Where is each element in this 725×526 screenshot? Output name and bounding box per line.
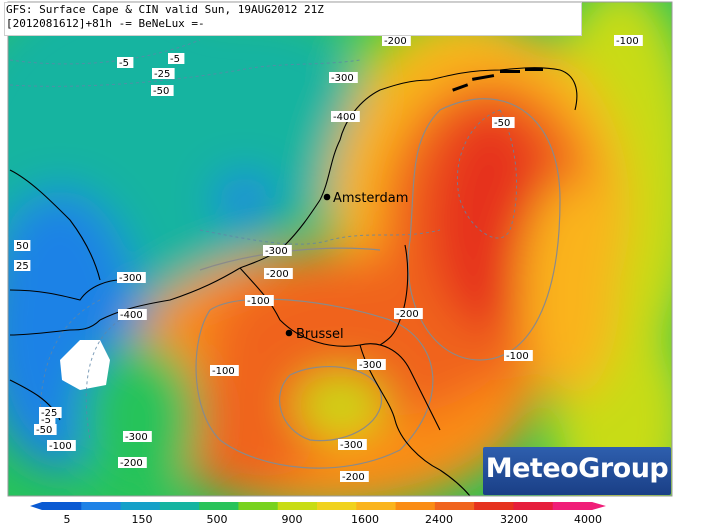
legend-tick-label: 500 [207, 513, 228, 526]
color-legend: 5 150 500 900 1600 2400 3200 4000 [30, 502, 606, 526]
legend-swatch [474, 502, 514, 510]
svg-text:-200: -200 [266, 269, 289, 280]
cin-contours [9, 39, 518, 441]
svg-text:-50: -50 [494, 118, 510, 129]
legend-tick-label: 3200 [500, 513, 528, 526]
legend-tick-label: 900 [282, 513, 303, 526]
svg-text:50: 50 [16, 241, 29, 252]
legend-swatch [356, 502, 397, 510]
legend-tick-label: 2400 [425, 513, 453, 526]
city-markers: Amsterdam Brussel [285, 191, 408, 342]
contour-label: -5 [168, 53, 185, 65]
contour-label: 25 [14, 260, 31, 272]
legend-tick-label: 150 [132, 513, 153, 526]
legend-swatch [42, 502, 82, 510]
contour-label: -5 [39, 414, 56, 426]
svg-text:-300: -300 [359, 360, 382, 371]
svg-text:-25: -25 [154, 69, 170, 80]
contour-label: -400 [118, 309, 147, 321]
city-amsterdam-label: Amsterdam [333, 191, 408, 206]
svg-text:-300: -300 [331, 73, 354, 84]
contour-label: -300 [357, 359, 386, 371]
legend-right-arrow [592, 502, 606, 510]
map-title: GFS: Surface Cape & CIN valid Sun, 19AUG… [6, 3, 324, 16]
svg-text:-300: -300 [265, 246, 288, 257]
contour-label: -50 [492, 117, 515, 129]
svg-text:-100: -100 [49, 441, 72, 452]
contour-label: -100 [245, 295, 274, 307]
contour-label: -200 [264, 268, 293, 280]
svg-text:-100: -100 [616, 36, 639, 47]
contour-label: -300 [117, 272, 146, 284]
svg-text:-100: -100 [247, 296, 270, 307]
svg-text:-300: -300 [119, 273, 142, 284]
contour-label: -100 [47, 440, 76, 452]
legend-swatch [317, 502, 357, 510]
contour-label: -200 [394, 308, 423, 320]
svg-text:-200: -200 [120, 458, 143, 469]
map-subtitle: [2012081612]+81h -= BeNeLux =- [6, 17, 205, 30]
legend-tick-label: 5 [64, 513, 71, 526]
legend-swatch [434, 502, 475, 510]
cape-contours [195, 98, 561, 469]
svg-text:-50: -50 [36, 425, 52, 436]
contour-label: -5 [117, 57, 134, 69]
contour-label: -200 [118, 457, 147, 469]
contour-label: -25 [152, 68, 175, 80]
frisian-islands [452, 68, 543, 92]
city-brussel-label: Brussel [296, 327, 344, 342]
svg-text:-400: -400 [120, 310, 143, 321]
legend-tick-label: 4000 [574, 513, 602, 526]
contour-label: -100 [210, 365, 239, 377]
contour-label: 50 [14, 240, 31, 252]
legend-swatch [238, 502, 279, 510]
amsterdam-marker [323, 193, 331, 201]
svg-text:-5: -5 [41, 415, 51, 426]
legend-swatch [395, 502, 436, 510]
contour-label: -300 [338, 439, 367, 451]
svg-text:-50: -50 [153, 86, 169, 97]
legend-tick-label: 1600 [351, 513, 379, 526]
svg-text:-200: -200 [396, 309, 419, 320]
legend-swatch [199, 502, 239, 510]
contour-label: -300 [263, 245, 292, 257]
svg-text:-5: -5 [170, 54, 180, 65]
svg-text:-5: -5 [119, 58, 129, 69]
legend-swatch [552, 502, 593, 510]
svg-text:-25: -25 [41, 408, 57, 419]
logo-text: MeteoGroup [485, 453, 669, 484]
contour-label: -200 [340, 471, 369, 483]
contour-label: -200 [382, 35, 411, 47]
svg-text:-200: -200 [342, 472, 365, 483]
legend-swatch [513, 502, 554, 510]
contour-label: -50 [151, 85, 174, 97]
contour-label: -400 [331, 111, 360, 123]
contour-labels: -5-25-50-5-200-300-400-50-5-255025-100-3… [14, 35, 643, 483]
header-box [4, 2, 582, 36]
legend-left-arrow [30, 502, 42, 510]
legend-swatch [120, 502, 161, 510]
brussel-marker [285, 329, 293, 337]
svg-text:25: 25 [16, 261, 29, 272]
contour-label: -300 [123, 431, 152, 443]
svg-text:-300: -300 [125, 432, 148, 443]
contour-label: -50 [34, 424, 57, 436]
meteogroup-logo: MeteoGroup [483, 447, 671, 495]
svg-text:-200: -200 [384, 36, 407, 47]
legend-swatch [159, 502, 200, 510]
no-data-patch [60, 340, 110, 390]
legend-swatch [81, 502, 122, 510]
contour-label: -300 [329, 72, 358, 84]
contour-label: -25 [39, 407, 62, 419]
legend-swatch [277, 502, 318, 510]
svg-text:-100: -100 [212, 366, 235, 377]
contour-label: -100 [504, 350, 533, 362]
contour-label: -100 [614, 35, 643, 47]
svg-text:-300: -300 [340, 440, 363, 451]
svg-text:-400: -400 [333, 112, 356, 123]
svg-text:-100: -100 [506, 351, 529, 362]
